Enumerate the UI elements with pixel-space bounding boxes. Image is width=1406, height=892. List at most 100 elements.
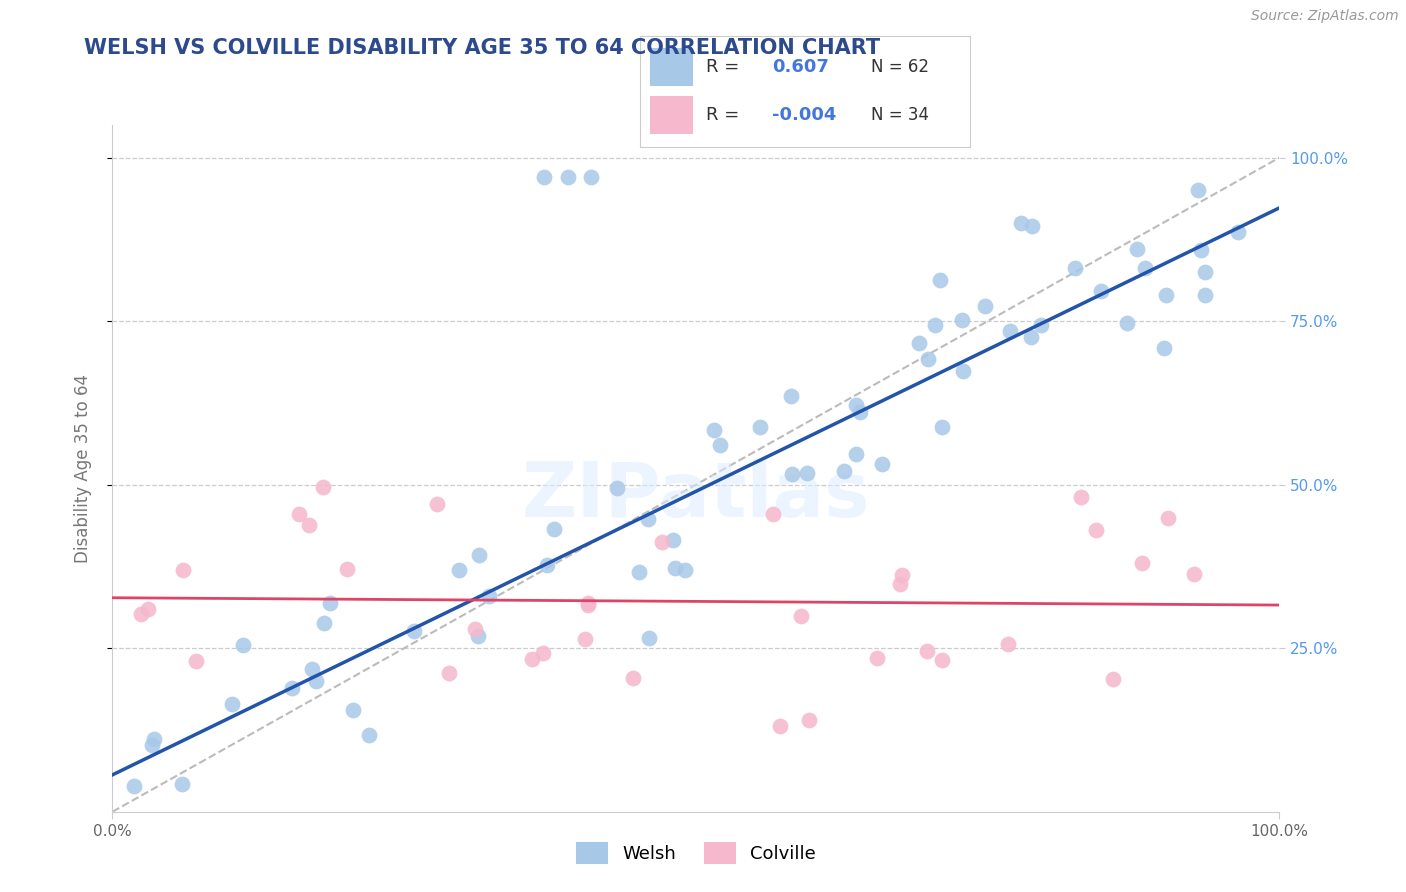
Point <box>1090 284 1112 298</box>
Point <box>447 564 470 578</box>
Text: WELSH VS COLVILLE DISABILITY AGE 35 TO 64 CORRELATION CHART: WELSH VS COLVILLE DISABILITY AGE 35 TO 6… <box>84 38 880 58</box>
Point <box>845 398 868 412</box>
Point <box>664 561 686 575</box>
Point <box>1182 567 1205 582</box>
Text: -0.004: -0.004 <box>772 106 837 124</box>
Point <box>917 351 939 366</box>
Point <box>796 466 818 480</box>
Point <box>301 662 323 676</box>
Point <box>402 624 425 638</box>
Point <box>574 632 596 647</box>
Point <box>312 616 335 631</box>
Point <box>319 596 342 610</box>
Point <box>997 638 1019 652</box>
FancyBboxPatch shape <box>650 48 693 86</box>
Point <box>298 517 321 532</box>
Point <box>931 653 953 667</box>
Point <box>579 170 602 185</box>
Point <box>924 318 946 332</box>
Point <box>1187 183 1209 197</box>
Point <box>709 438 731 452</box>
Point <box>789 609 811 624</box>
Point <box>467 628 489 642</box>
Point <box>891 567 914 582</box>
Point <box>1116 317 1139 331</box>
Point <box>780 467 803 481</box>
Text: Source: ZipAtlas.com: Source: ZipAtlas.com <box>1251 9 1399 23</box>
Point <box>627 566 650 580</box>
Point <box>312 480 335 494</box>
Point <box>762 507 785 521</box>
Point <box>866 650 889 665</box>
Point <box>703 423 725 437</box>
Point <box>576 596 599 610</box>
Point <box>1021 330 1043 344</box>
Point <box>1063 261 1085 276</box>
Point <box>1194 264 1216 278</box>
Point <box>281 681 304 695</box>
Point <box>232 638 254 652</box>
Text: ZIPatlas: ZIPatlas <box>522 458 870 533</box>
Point <box>1029 318 1052 332</box>
Point <box>637 512 659 526</box>
Point <box>998 325 1021 339</box>
Point <box>661 533 683 547</box>
Point <box>437 665 460 680</box>
Point <box>1070 490 1092 504</box>
Point <box>1189 243 1212 257</box>
Point <box>221 697 243 711</box>
Point <box>531 646 554 660</box>
Point <box>845 447 868 461</box>
Point <box>908 335 931 350</box>
Point <box>172 777 194 791</box>
Point <box>304 673 326 688</box>
Point <box>543 522 565 536</box>
Point <box>917 644 939 658</box>
Point <box>557 170 579 185</box>
Text: R =: R = <box>706 106 740 124</box>
Text: N = 62: N = 62 <box>870 58 929 76</box>
Point <box>172 563 194 577</box>
Point <box>342 703 364 717</box>
Point <box>931 420 953 434</box>
Point <box>832 463 855 477</box>
Point <box>1154 288 1177 302</box>
Point <box>637 631 659 645</box>
Point <box>464 622 486 636</box>
Point <box>1226 225 1249 239</box>
Point <box>1132 556 1154 570</box>
Point <box>1153 341 1175 355</box>
Point <box>621 671 644 685</box>
Point <box>1194 288 1216 302</box>
Point <box>673 563 696 577</box>
Point <box>522 652 544 666</box>
Point <box>952 364 974 378</box>
Point <box>186 655 208 669</box>
Point <box>1021 219 1043 233</box>
Point <box>749 420 772 434</box>
Point <box>143 731 166 746</box>
Point <box>1102 672 1125 686</box>
Y-axis label: Disability Age 35 to 64: Disability Age 35 to 64 <box>73 374 91 563</box>
Point <box>1157 510 1180 524</box>
Point <box>780 388 803 402</box>
Point <box>769 719 792 733</box>
Point <box>426 498 449 512</box>
Point <box>336 562 359 576</box>
Point <box>467 549 489 563</box>
Point <box>606 482 628 496</box>
Point <box>122 779 145 793</box>
Point <box>533 170 555 185</box>
FancyBboxPatch shape <box>650 96 693 134</box>
Point <box>141 738 163 752</box>
Text: N = 34: N = 34 <box>870 106 929 124</box>
Point <box>889 576 911 591</box>
Point <box>950 313 973 327</box>
Legend: Welsh, Colville: Welsh, Colville <box>568 835 824 871</box>
Point <box>974 299 997 313</box>
Point <box>288 507 311 521</box>
Point <box>536 558 558 572</box>
Point <box>797 713 820 727</box>
Point <box>138 602 160 616</box>
Point <box>359 728 381 742</box>
